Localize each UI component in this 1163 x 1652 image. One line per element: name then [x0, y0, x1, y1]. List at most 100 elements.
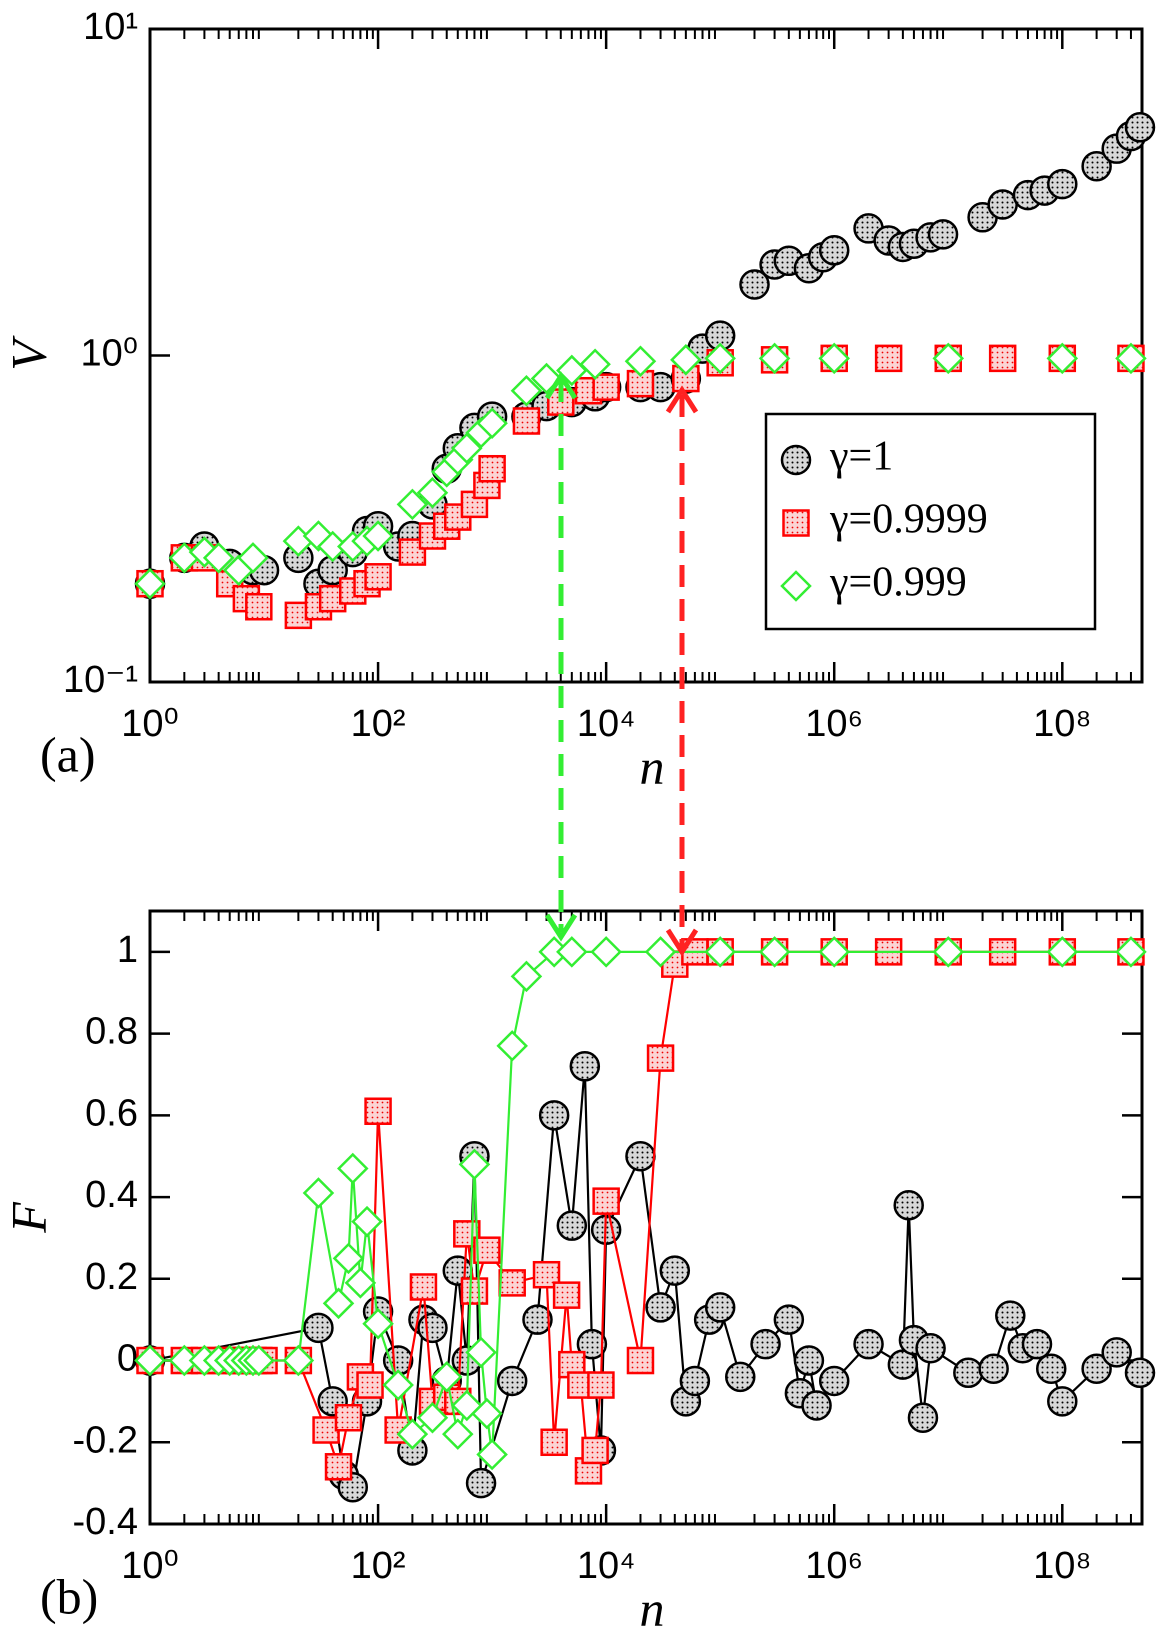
circle-marker	[522, 1304, 553, 1335]
legend-marker	[782, 509, 810, 537]
circle-marker	[538, 1100, 570, 1131]
x-tick-label: 10⁶	[805, 1545, 863, 1587]
diamond-marker	[332, 1242, 365, 1275]
circle-marker	[907, 1402, 939, 1433]
diamond-marker	[704, 342, 736, 375]
square-marker	[552, 1281, 581, 1309]
panel-label: (b)	[40, 1568, 98, 1624]
y-tick-label: -0.2	[73, 1419, 138, 1461]
diamond-marker	[590, 936, 622, 968]
circle-marker	[927, 219, 959, 250]
square-marker	[874, 344, 903, 373]
diamond-marker	[1046, 936, 1079, 968]
y-tick-label: 1	[117, 929, 138, 971]
square-marker	[592, 373, 620, 401]
x-axis-label: n	[640, 738, 665, 794]
plot-area	[134, 112, 1156, 630]
circle-marker	[1081, 150, 1112, 182]
diamond-marker	[243, 1344, 275, 1377]
circle-marker	[987, 189, 1018, 220]
circle-marker	[1124, 112, 1156, 143]
arrows	[544, 371, 699, 957]
circle-marker	[1047, 168, 1078, 200]
plot-frame	[148, 909, 1144, 1526]
diamond-marker	[758, 936, 791, 968]
arrow-head	[544, 913, 578, 942]
panel: 10⁰ 10² 10⁴ 10⁶ 10⁸10⁻¹10⁰10¹n(a)Vγ=1γ=0.999…	[0, 6, 1156, 794]
diamond-marker	[579, 348, 611, 381]
diamond-marker	[237, 542, 269, 574]
diamond-marker	[282, 1344, 315, 1377]
circle-marker	[496, 1365, 528, 1397]
diamond-marker	[344, 1267, 377, 1299]
diamond-marker	[382, 1369, 414, 1401]
square-marker	[460, 1277, 489, 1305]
diamond-marker	[134, 1344, 166, 1377]
square-marker	[356, 1371, 384, 1399]
diamond-marker	[362, 520, 394, 552]
circle-marker	[750, 1328, 781, 1360]
diamond-marker	[1115, 342, 1147, 375]
square-marker	[587, 1371, 615, 1399]
diamond-marker	[1115, 936, 1147, 968]
circle-marker	[915, 1333, 946, 1364]
x-tick-label: 10⁰	[121, 703, 179, 745]
legend-box	[764, 412, 1097, 631]
legend-label: γ=0.9999	[829, 497, 988, 543]
circle-marker	[1047, 1386, 1078, 1417]
diamond-marker	[932, 936, 965, 968]
square-marker	[592, 1187, 620, 1215]
square-marker	[334, 1403, 363, 1432]
circle-marker	[773, 1304, 805, 1335]
square-marker	[532, 1260, 561, 1289]
circle-marker	[953, 1357, 984, 1389]
legend-marker	[780, 570, 812, 602]
diamond-marker	[396, 1418, 429, 1450]
x-tick-label: 10²	[351, 703, 406, 745]
legend-label: γ=0.999	[829, 560, 967, 606]
y-axis-label: V	[0, 335, 56, 371]
diamond-marker	[932, 342, 965, 375]
panel-label: (a)	[40, 726, 96, 782]
circle-marker	[887, 1349, 919, 1380]
diamond-marker	[416, 476, 449, 509]
circle-marker	[1021, 1328, 1053, 1360]
circle-marker	[569, 1051, 601, 1082]
circle-marker	[1081, 1353, 1112, 1384]
diamond-marker	[396, 488, 429, 521]
y-tick-label: 0.8	[85, 1011, 138, 1053]
diamond-marker	[134, 567, 166, 600]
panel: 10⁰ 10² 10⁴ 10⁶ 10⁸ -0.4 -0.2 0 0.2 0.4 0.6 0.8 1 n (b…	[0, 909, 1156, 1636]
diamond-marker	[510, 374, 543, 407]
square-marker	[478, 454, 506, 483]
arrow-head	[665, 928, 699, 957]
x-tick-label: 10⁴	[577, 1545, 636, 1587]
series-line	[150, 950, 1131, 1472]
diamond-marker	[670, 344, 702, 376]
diamond-marker	[351, 1205, 383, 1238]
circle-marker	[1101, 1337, 1132, 1368]
arrow-head	[665, 385, 699, 414]
square-marker	[498, 1269, 526, 1297]
diamond-marker	[471, 1397, 503, 1430]
y-tick-label: 10⁰	[80, 333, 138, 375]
circle-marker	[556, 1210, 588, 1241]
y-tick-label: 10¹	[83, 6, 138, 48]
circle-marker	[725, 1361, 756, 1393]
circle-marker	[679, 1365, 711, 1397]
diamond-marker	[465, 1336, 497, 1369]
diamond-marker	[202, 542, 235, 574]
legend-label: γ=1	[829, 434, 893, 480]
diamond-marker	[476, 407, 508, 440]
circle-marker	[645, 1292, 676, 1323]
y-tick-label: 0.2	[85, 1256, 138, 1298]
square-marker	[453, 1220, 481, 1248]
x-tick-label: 10⁸	[1033, 1545, 1091, 1587]
diamond-marker	[818, 342, 850, 375]
square-marker	[409, 1273, 438, 1301]
y-axis-label: F	[0, 1202, 56, 1234]
diamond-marker	[644, 936, 677, 968]
diamond-marker	[496, 1030, 528, 1062]
